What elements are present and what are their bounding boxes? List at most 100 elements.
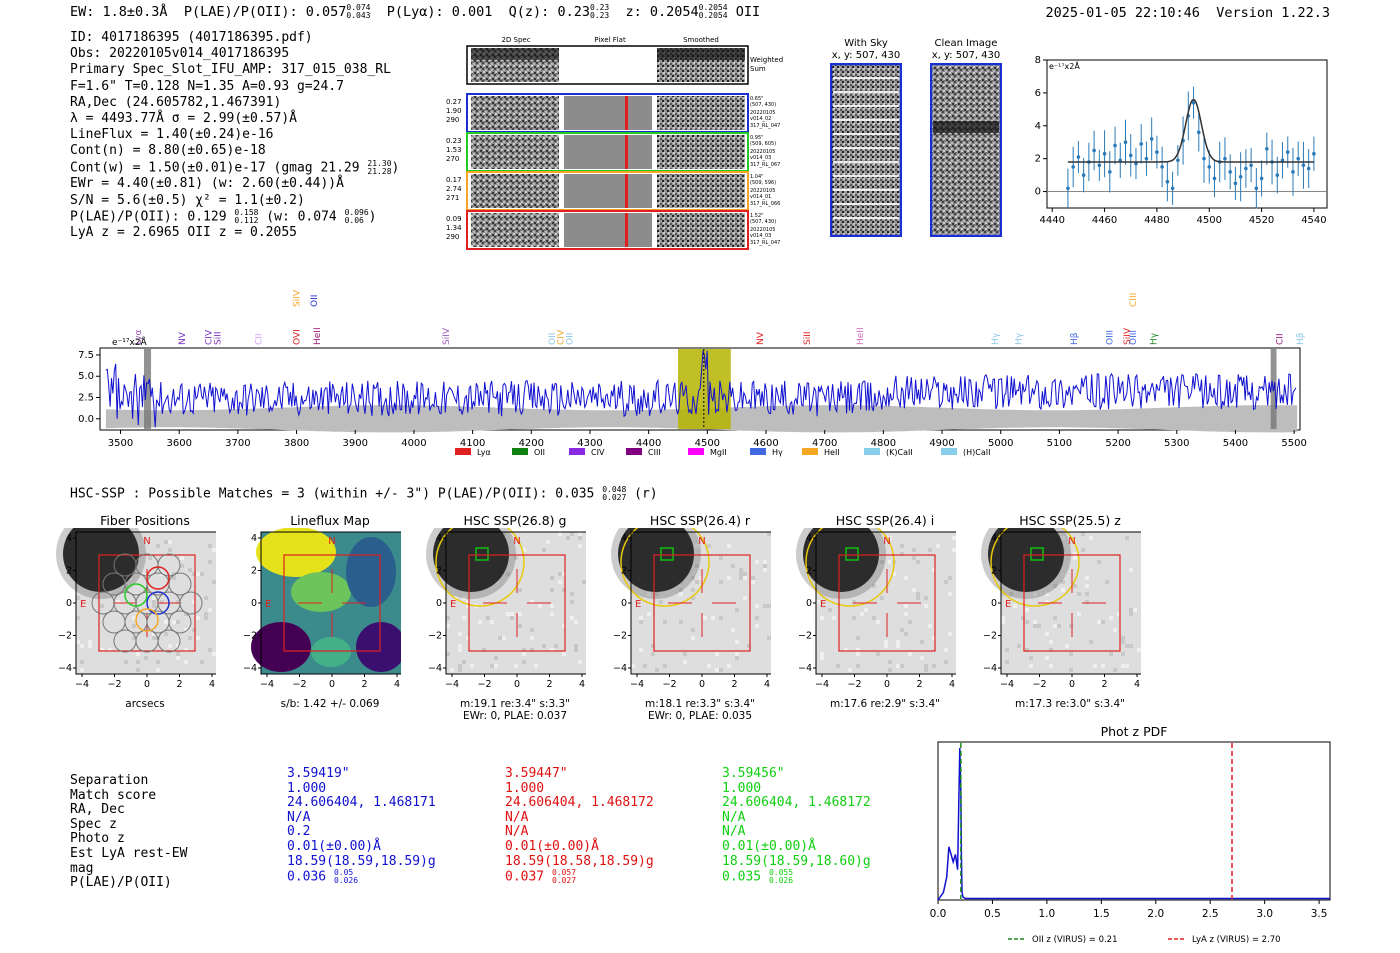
zoom-point	[1212, 176, 1217, 181]
match-row-label: Spec z	[70, 816, 117, 832]
hsc-noise-pixel	[80, 668, 84, 672]
hsc-noise-pixel	[578, 532, 582, 536]
spectrum-axis-ticks: 3500 3600 3700 3800 3900 4000 4100 4200 4300 4400…	[78, 350, 1307, 449]
match-plae: 0.036 0.05 0.026	[287, 869, 436, 885]
hsc-noise-pixel	[924, 664, 928, 668]
hsc-noise-pixel	[562, 572, 566, 576]
match-plae-value: 0.035	[722, 869, 769, 885]
hsc-noise-pixel	[1085, 592, 1089, 596]
hsc-noise-pixel	[1001, 620, 1005, 624]
zoom-point	[1228, 170, 1232, 174]
cutout-row-flat	[564, 96, 652, 130]
x-tick-label: −4	[75, 679, 89, 690]
compass-e: E	[450, 599, 456, 610]
zoom-point	[1196, 130, 1201, 135]
x-tick-label: 0	[699, 679, 705, 690]
cutout-row-date: 20220105	[750, 188, 775, 194]
hsc-noise-pixel	[176, 652, 180, 656]
hsc-noise-pixel	[466, 604, 470, 608]
hsc-noise-pixel	[755, 604, 759, 608]
zoom-point	[1233, 181, 1238, 186]
hsc-noise-pixel	[944, 660, 948, 664]
hsc-panel-image: N E −4−4 −2 −2 0 0 2 2 4 4	[981, 528, 1141, 690]
photz-legend-label: OII z (VIRUS) = 0.21	[1032, 935, 1118, 945]
info-contw-end: )	[391, 160, 400, 176]
hsc-noise-pixel	[1073, 584, 1077, 588]
hsc-noise-pixel	[711, 616, 715, 620]
hsc-noise-pixel	[200, 660, 204, 664]
hsc-noise-pixel	[562, 652, 566, 656]
aperture-box	[1023, 554, 1121, 652]
fiber-highlight	[146, 591, 170, 615]
y-tick-label: −4	[243, 663, 257, 674]
hsc-noise-pixel	[932, 664, 936, 668]
counterpart-box	[660, 547, 674, 561]
hsc-noise-pixel	[514, 664, 518, 668]
hsc-noise-pixel	[1081, 548, 1085, 552]
bright-star	[803, 528, 879, 592]
hsc-panel-image: N E −4−4 −2 −2 0 0 2 2 4 4	[426, 528, 586, 690]
match-row-label: RA, Dec	[70, 802, 125, 818]
compass-n: N	[1068, 536, 1075, 547]
hsc-noise-pixel	[647, 592, 651, 596]
hsc-noise-pixel	[168, 548, 172, 552]
x-tick-label: 2	[916, 679, 922, 690]
spectrum-ytick-label: 0.0	[78, 414, 94, 425]
hsc-noise-pixel	[1049, 664, 1053, 668]
x-tick-label: −2	[292, 679, 306, 690]
info-plae: P(LAE)/P(OII): 0.129 0.158 0.112 (w: 0.07…	[70, 208, 399, 226]
photz-title: Phot z PDF	[1100, 724, 1168, 739]
hsc-noise-pixel	[80, 660, 84, 664]
aperture-box	[283, 554, 381, 652]
y-tick-label: −2	[798, 631, 812, 642]
cutout-row-b: 270	[446, 155, 459, 163]
fiber-highlight	[146, 566, 170, 590]
zoom-point	[1165, 179, 1170, 184]
hsc-noise-pixel	[1125, 664, 1129, 668]
hsc-noise-pixel	[164, 540, 168, 544]
cutout-row-a: 2.74	[446, 185, 462, 193]
spectrum-xtick-label: 3600	[166, 438, 191, 449]
hsc-noise-pixel	[188, 636, 192, 640]
header-plae-lo: 0.043	[346, 11, 371, 20]
hsc-noise-pixel	[518, 612, 522, 616]
zoom-point	[1170, 186, 1175, 191]
hsc-noise-pixel	[156, 660, 160, 664]
hsc-noise-pixel	[948, 576, 952, 580]
spectrum-line-label-upper: OII	[310, 295, 320, 307]
info-plae-lo: 0.112	[234, 215, 259, 225]
hsc-noise-pixel	[727, 576, 731, 580]
version: Version 1.22.3	[1216, 5, 1330, 21]
lineflux-blob	[346, 537, 396, 607]
spectrum-xtick-label: 4500	[695, 438, 720, 449]
spectrum-legend-label: CIV	[591, 448, 605, 457]
hsc-noise-pixel	[747, 644, 751, 648]
cutout-row-amp: 317_RL_066	[750, 201, 780, 207]
zoom-point	[1312, 151, 1316, 156]
hsc-noise-pixel	[506, 612, 510, 616]
fiber-circle	[168, 572, 192, 596]
hsc-noise-pixel	[884, 644, 888, 648]
zoom-point	[1191, 100, 1196, 105]
info-contw-lo: 21.28	[367, 166, 392, 176]
hsc-noise-pixel	[1113, 628, 1117, 632]
hsc-noise-pixel	[1045, 632, 1049, 636]
info-plae-w-end: )	[368, 209, 377, 225]
bright-star-halo	[611, 528, 701, 599]
photz-xtick-label: 0.0	[930, 908, 947, 920]
hsc-caption-line: m:17.6 re:2.9" s:3.4"	[830, 698, 940, 710]
hsc-panel-title: Lineflux Map	[290, 513, 370, 528]
hsc-noise-pixel	[695, 564, 699, 568]
spectrum-line-label: SiII	[213, 331, 223, 345]
match-radec: 24.606404, 1.468171	[287, 795, 436, 811]
header-plae-hi: 0.074	[346, 3, 371, 12]
spectrum-mask-left	[144, 349, 152, 429]
hsc-noise-pixel	[904, 632, 908, 636]
info-radec: RA,Dec (24.605782,1.467391)	[70, 94, 282, 110]
spectrum-ytick-label: 2.5	[78, 393, 94, 404]
cutout-row-weight: 0.09	[446, 215, 462, 223]
spectrum-xtick-label: 5200	[1105, 438, 1130, 449]
spectrum-legend-label: (H)CaII	[963, 448, 990, 457]
hsc-noise-pixel	[152, 600, 156, 604]
x-tick-label: 4	[764, 679, 770, 690]
